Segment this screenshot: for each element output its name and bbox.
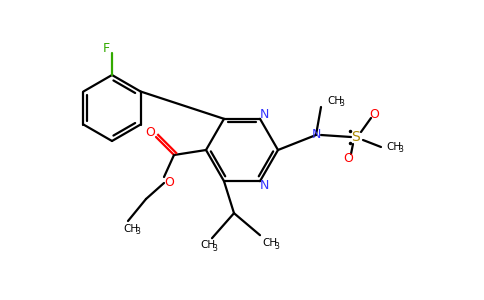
Text: CH: CH bbox=[123, 224, 138, 234]
Text: O: O bbox=[145, 125, 155, 139]
Text: 3: 3 bbox=[274, 242, 279, 251]
Text: 3: 3 bbox=[135, 227, 140, 236]
Text: F: F bbox=[103, 41, 109, 55]
Text: O: O bbox=[369, 109, 379, 122]
Text: S: S bbox=[351, 130, 361, 144]
Text: N: N bbox=[259, 108, 269, 121]
Text: 3: 3 bbox=[212, 244, 217, 253]
Text: N: N bbox=[259, 179, 269, 192]
Text: N: N bbox=[311, 128, 321, 142]
Text: O: O bbox=[343, 152, 353, 166]
Text: 3: 3 bbox=[339, 100, 344, 109]
Text: 3: 3 bbox=[398, 146, 403, 154]
Text: O: O bbox=[164, 176, 174, 190]
Text: CH: CH bbox=[386, 142, 401, 152]
Text: CH: CH bbox=[200, 240, 215, 250]
Text: CH: CH bbox=[262, 238, 277, 248]
Text: CH: CH bbox=[327, 96, 342, 106]
